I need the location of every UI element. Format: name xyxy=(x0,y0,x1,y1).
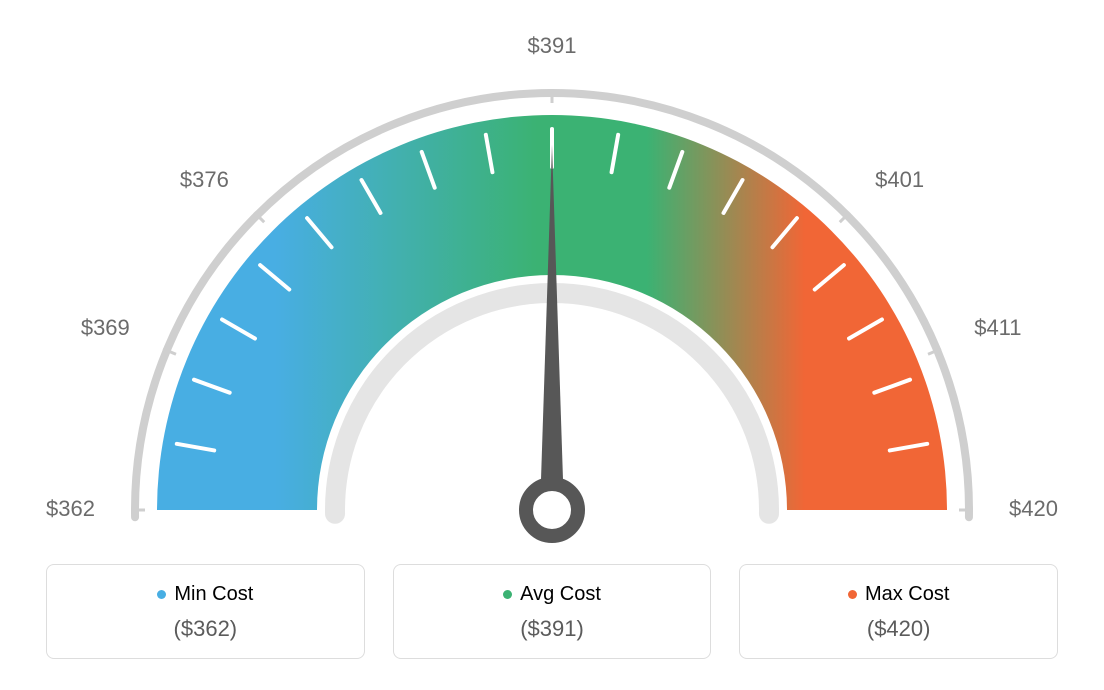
legend-label: Min Cost xyxy=(174,583,253,606)
legend-card-min: Min Cost ($362) xyxy=(46,564,365,659)
dot-icon xyxy=(503,590,512,599)
svg-text:$420: $420 xyxy=(1009,496,1058,521)
gauge-chart: $362 $369 $376 $391 $401 $411 $420 xyxy=(0,0,1104,560)
legend-title-min: Min Cost xyxy=(157,583,253,606)
legend-title-max: Max Cost xyxy=(848,583,949,606)
svg-text:$376: $376 xyxy=(180,167,229,192)
legend-card-avg: Avg Cost ($391) xyxy=(393,564,712,659)
gauge-svg: $362 $369 $376 $391 $401 $411 $420 xyxy=(0,0,1104,560)
legend-label: Max Cost xyxy=(865,583,949,606)
legend-value-min: ($362) xyxy=(47,616,364,642)
legend-label: Avg Cost xyxy=(520,583,601,606)
svg-text:$362: $362 xyxy=(46,496,95,521)
legend-row: Min Cost ($362) Avg Cost ($391) Max Cost… xyxy=(0,564,1104,659)
legend-card-max: Max Cost ($420) xyxy=(739,564,1058,659)
svg-text:$369: $369 xyxy=(81,315,130,340)
dot-icon xyxy=(157,590,166,599)
legend-value-avg: ($391) xyxy=(394,616,711,642)
dot-icon xyxy=(848,590,857,599)
legend-title-avg: Avg Cost xyxy=(503,583,601,606)
svg-text:$401: $401 xyxy=(875,167,924,192)
legend-value-max: ($420) xyxy=(740,616,1057,642)
svg-text:$391: $391 xyxy=(528,33,577,58)
svg-text:$411: $411 xyxy=(974,315,1021,340)
